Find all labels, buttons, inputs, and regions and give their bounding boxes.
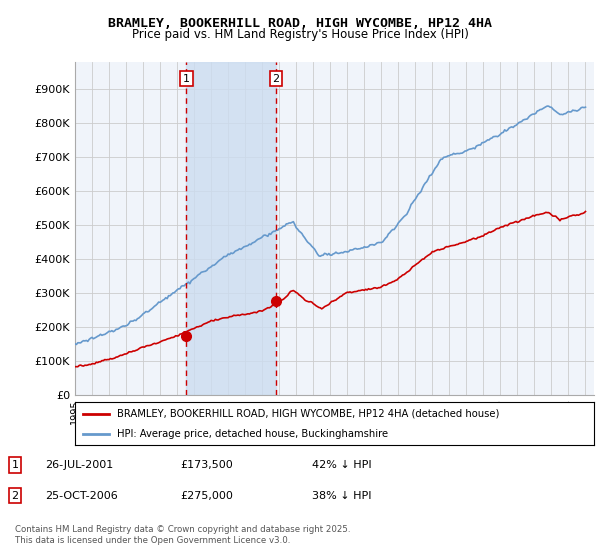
Text: Contains HM Land Registry data © Crown copyright and database right 2025.
This d: Contains HM Land Registry data © Crown c… — [15, 525, 350, 545]
Text: 26-JUL-2001: 26-JUL-2001 — [45, 460, 113, 470]
Text: BRAMLEY, BOOKERHILL ROAD, HIGH WYCOMBE, HP12 4HA: BRAMLEY, BOOKERHILL ROAD, HIGH WYCOMBE, … — [108, 17, 492, 30]
Text: 1: 1 — [11, 460, 19, 470]
Text: HPI: Average price, detached house, Buckinghamshire: HPI: Average price, detached house, Buck… — [116, 430, 388, 439]
Bar — [187, 62, 276, 395]
Text: BRAMLEY, BOOKERHILL ROAD, HIGH WYCOMBE, HP12 4HA (detached house): BRAMLEY, BOOKERHILL ROAD, HIGH WYCOMBE, … — [116, 409, 499, 419]
Text: 38% ↓ HPI: 38% ↓ HPI — [312, 491, 371, 501]
Text: 2: 2 — [272, 73, 280, 83]
Text: £173,500: £173,500 — [180, 460, 233, 470]
Text: Price paid vs. HM Land Registry's House Price Index (HPI): Price paid vs. HM Land Registry's House … — [131, 28, 469, 41]
Text: 2: 2 — [11, 491, 19, 501]
Text: 42% ↓ HPI: 42% ↓ HPI — [312, 460, 371, 470]
Text: £275,000: £275,000 — [180, 491, 233, 501]
Text: 1: 1 — [183, 73, 190, 83]
Text: 25-OCT-2006: 25-OCT-2006 — [45, 491, 118, 501]
